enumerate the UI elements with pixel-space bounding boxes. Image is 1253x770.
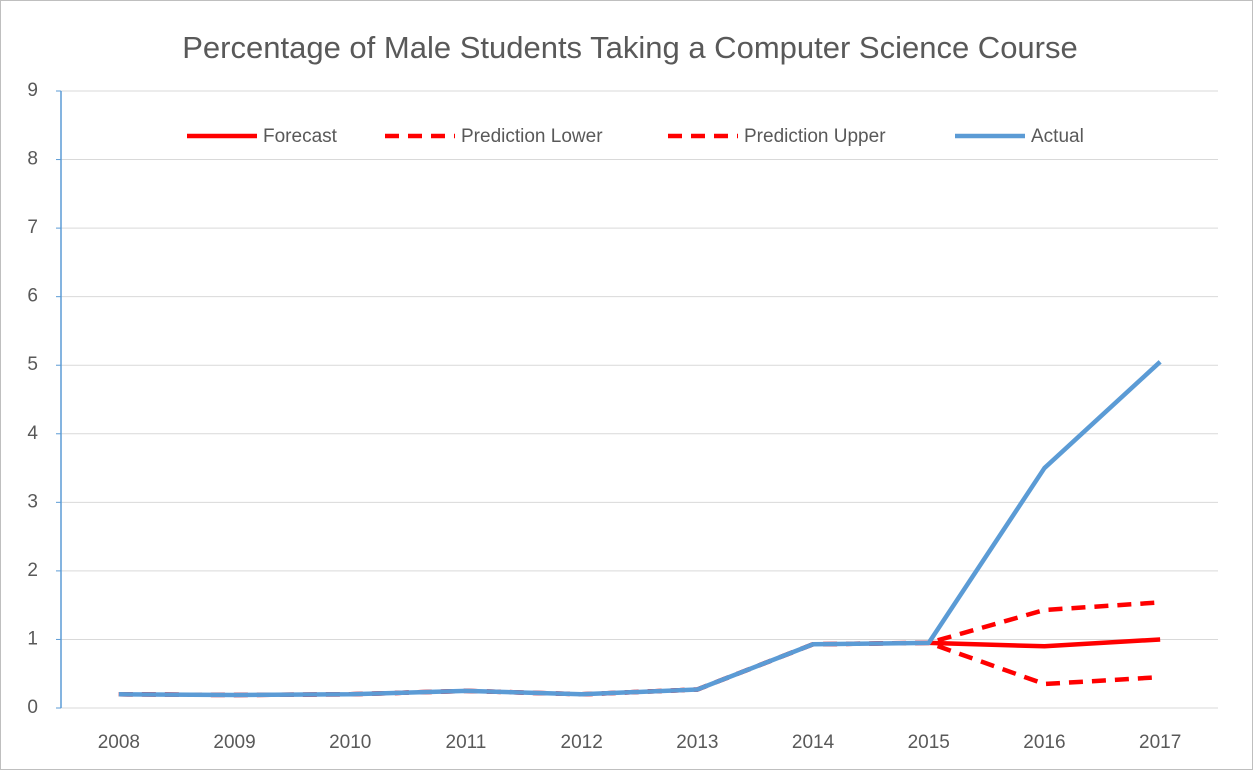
x-tick-label: 2015: [908, 732, 950, 753]
x-tick-label: 2016: [1023, 732, 1065, 753]
series-line: [928, 637, 1161, 649]
x-tick-label: 2011: [446, 732, 487, 753]
legend-label: Prediction Upper: [744, 126, 886, 147]
y-tick-label: 1: [27, 628, 38, 649]
x-tick-label: 2013: [676, 732, 718, 753]
y-tick-label: 2: [27, 560, 38, 581]
y-tick-label: 3: [27, 491, 38, 512]
chart-title: Percentage of Male Students Taking a Com…: [182, 30, 1078, 65]
legend-label: Prediction Lower: [461, 126, 603, 147]
y-tick-label: 4: [27, 423, 38, 444]
legend-label: Forecast: [263, 126, 338, 147]
x-tick-label: 2010: [329, 732, 371, 753]
legend-label: Actual: [1031, 126, 1084, 147]
x-tick-label: 2017: [1139, 732, 1181, 753]
x-tick-label: 2009: [213, 732, 255, 753]
y-tick-label: 7: [27, 217, 38, 238]
series-line: [118, 360, 1162, 698]
x-tick-label: 2012: [561, 732, 603, 753]
y-tick-label: 8: [27, 149, 38, 170]
x-tick-label: 2014: [792, 732, 835, 753]
x-tick-label: 2008: [98, 732, 140, 753]
y-tick-label: 6: [27, 286, 38, 307]
y-tick-label: 0: [27, 697, 38, 718]
y-tick-label: 5: [27, 354, 38, 375]
y-tick-label: 9: [27, 80, 38, 101]
